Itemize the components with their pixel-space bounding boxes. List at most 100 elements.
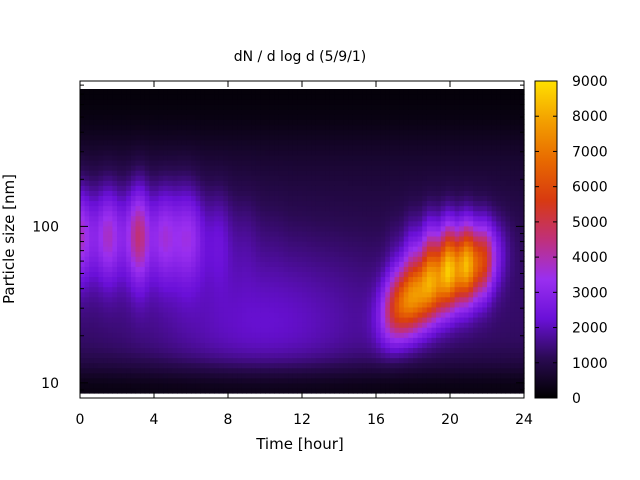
heatmap-cell <box>422 301 428 308</box>
heatmap-cell <box>209 235 215 242</box>
heatmap-cell <box>158 99 164 105</box>
heatmap-cell <box>107 241 113 247</box>
heatmap-cell <box>117 357 123 364</box>
heatmap-cell <box>214 372 220 379</box>
heatmap-cell <box>320 251 326 257</box>
heatmap-cell <box>288 377 294 384</box>
heatmap-cell <box>302 266 308 272</box>
heatmap-cell <box>177 185 183 191</box>
heatmap-cell <box>366 165 372 171</box>
heatmap-cell <box>191 322 197 328</box>
heatmap-cell <box>144 291 150 298</box>
heatmap-cell <box>334 139 340 146</box>
heatmap-cell <box>232 170 238 176</box>
heatmap-cell <box>343 185 349 191</box>
heatmap-cell <box>371 220 377 227</box>
heatmap-cell <box>297 129 303 136</box>
heatmap-cell <box>403 251 409 257</box>
heatmap-cell <box>306 301 312 308</box>
heatmap-cell <box>325 235 331 242</box>
heatmap-cell <box>126 271 132 278</box>
heatmap-cell <box>357 215 363 222</box>
heatmap-cell <box>278 251 285 257</box>
heatmap-cell <box>251 377 257 384</box>
heatmap-cell <box>394 372 400 379</box>
heatmap-cell <box>450 230 456 237</box>
heatmap-cell <box>403 281 409 288</box>
heatmap-cell <box>228 109 234 115</box>
heatmap-cell <box>177 94 183 100</box>
heatmap-cell <box>80 134 86 141</box>
heatmap-cell <box>440 352 446 359</box>
heatmap-cell <box>376 180 382 186</box>
heatmap-cell <box>436 296 442 303</box>
heatmap-cell <box>288 271 294 278</box>
heatmap-cell <box>191 185 197 191</box>
heatmap-cell <box>320 306 326 313</box>
heatmap-cell <box>163 144 169 151</box>
heatmap-cell <box>431 352 437 359</box>
heatmap-cell <box>228 185 234 191</box>
heatmap-cell <box>362 134 368 141</box>
heatmap-cell <box>121 382 127 389</box>
heatmap-cell <box>218 317 224 323</box>
heatmap-cell <box>389 89 396 95</box>
heatmap-cell <box>292 276 298 283</box>
heatmap-cell <box>130 311 137 318</box>
heatmap-cell <box>302 139 308 146</box>
heatmap-cell <box>274 215 280 222</box>
heatmap-cell <box>436 301 442 308</box>
heatmap-cell <box>209 89 215 95</box>
heatmap-cell <box>265 322 271 328</box>
heatmap-cell <box>214 165 220 171</box>
heatmap-cell <box>121 170 127 176</box>
heatmap-cell <box>140 357 146 364</box>
heatmap-cell <box>352 342 359 348</box>
heatmap-cell <box>436 327 442 333</box>
heatmap-cell <box>135 109 141 115</box>
heatmap-cell <box>302 362 308 369</box>
heatmap-cell <box>140 89 146 95</box>
heatmap-cell <box>334 367 340 374</box>
heatmap-cell <box>265 276 271 283</box>
heatmap-cell <box>126 124 132 131</box>
heatmap-cell <box>255 382 261 389</box>
heatmap-cell <box>352 124 359 131</box>
heatmap-cell <box>246 311 252 318</box>
heatmap-cell <box>274 327 280 333</box>
heatmap-cell <box>450 170 456 176</box>
heatmap-cell <box>209 144 215 151</box>
heatmap-cell <box>362 170 368 176</box>
heatmap-cell <box>260 104 266 110</box>
heatmap-cell <box>315 235 322 242</box>
heatmap-cell <box>135 311 141 318</box>
heatmap-cell <box>269 89 275 95</box>
heatmap-cell <box>204 114 211 120</box>
heatmap-cell <box>204 382 211 389</box>
heatmap-cell <box>126 195 132 202</box>
heatmap-cell <box>84 94 90 100</box>
heatmap-cell <box>167 352 174 359</box>
heatmap-cell <box>204 154 211 161</box>
heatmap-cell <box>348 215 354 222</box>
heatmap-cell <box>320 342 326 348</box>
heatmap-cell <box>339 342 345 348</box>
heatmap-cell <box>408 317 414 323</box>
heatmap-cell <box>454 149 460 156</box>
heatmap-cell <box>343 271 349 278</box>
heatmap-cell <box>130 387 137 394</box>
heatmap-cell <box>329 296 335 303</box>
heatmap-cell <box>380 357 386 364</box>
heatmap-cell <box>200 291 206 298</box>
heatmap-cell <box>450 317 456 323</box>
heatmap-cell <box>454 372 460 379</box>
heatmap-cell <box>348 306 354 313</box>
heatmap-cell <box>422 225 428 232</box>
heatmap-cell <box>339 261 345 267</box>
heatmap-cell <box>459 170 465 176</box>
heatmap-cell <box>380 387 386 394</box>
heatmap-cell <box>445 215 451 222</box>
heatmap-cell <box>339 225 345 232</box>
heatmap-cell <box>144 337 150 343</box>
heatmap-cell <box>241 149 248 156</box>
